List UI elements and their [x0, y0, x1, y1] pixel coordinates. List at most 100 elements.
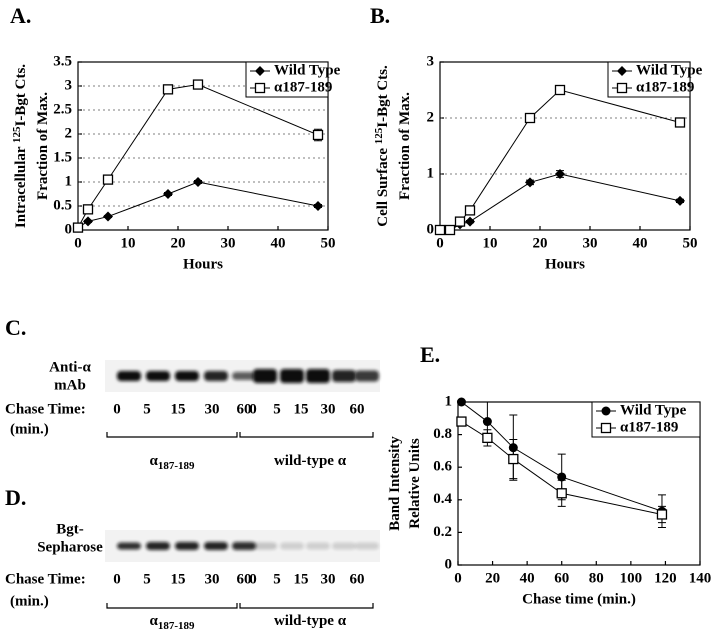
marker: [482, 417, 492, 427]
y-axis-label-part: Intracellular: [13, 143, 29, 228]
legend-marker: [616, 82, 628, 94]
gel-band: [306, 542, 330, 550]
gel-band: [146, 371, 170, 381]
legend-marker: [617, 66, 627, 76]
marker: [508, 453, 519, 465]
y-tick-label: 3.5: [53, 53, 72, 69]
x-tick-label: 0: [436, 235, 444, 251]
group-label-part: wild-type α: [274, 613, 347, 629]
y-tick-label: 0: [65, 221, 73, 237]
y-axis-label-part: I-Bgt Cts.: [375, 65, 391, 128]
x-tick-label: 10: [483, 235, 498, 251]
lane-label: 30: [205, 401, 220, 417]
marker: [434, 224, 446, 236]
y-axis-label-part: Cell Surface: [375, 144, 391, 226]
marker: [102, 174, 114, 185]
gel-band: [232, 542, 256, 550]
chase-label: (min.): [10, 421, 49, 437]
plot-frame: [439, 61, 691, 231]
legend-label: Wild Type: [274, 62, 341, 78]
chase-label: Chase Time:: [5, 571, 86, 587]
lane-label: 30: [205, 571, 220, 587]
x-tick-label: 80: [589, 570, 604, 586]
x-tick-label: 20: [533, 235, 548, 251]
legend-marker: [254, 82, 266, 94]
lane-label: 60: [237, 401, 252, 417]
lane-label: 15: [294, 401, 309, 417]
panel-label: B.: [370, 3, 390, 28]
gel-band: [175, 542, 199, 550]
y-tick-label: 2.5: [53, 101, 72, 117]
x-axis-label: Hours: [183, 256, 223, 272]
legend-label: α187-189: [274, 79, 332, 95]
chase-label: (min.): [10, 593, 49, 609]
legend-label: Wild Type: [620, 402, 687, 418]
panel-label: E.: [420, 342, 440, 367]
probe-label: Bgt-: [56, 521, 84, 537]
marker: [525, 177, 535, 188]
y-tick-label: 2: [65, 125, 73, 141]
gel-band: [117, 371, 141, 381]
lane-label: 15: [171, 571, 186, 587]
marker: [554, 84, 566, 96]
marker: [674, 117, 686, 128]
marker: [103, 211, 113, 222]
y-tick-label: 1: [445, 393, 453, 409]
lane-label: 5: [143, 571, 151, 587]
x-tick-label: 40: [271, 235, 286, 251]
gel-band: [306, 369, 330, 383]
gel-band: [253, 542, 277, 550]
y-axis-label-part: 125: [373, 127, 385, 144]
marker: [313, 201, 323, 211]
legend-marker: [255, 66, 265, 76]
group-label: wild-type α: [274, 613, 347, 629]
lane-label: 30: [321, 571, 336, 587]
group-label-part: 187-189: [158, 620, 195, 632]
gel-band: [355, 370, 379, 382]
gel-band: [280, 369, 304, 383]
y-tick-label: 0: [427, 221, 435, 237]
marker: [482, 432, 493, 444]
x-tick-label: 100: [620, 570, 643, 586]
gel-band: [253, 369, 277, 383]
y-axis-label-part: Fraction of Max.: [35, 92, 51, 200]
y-tick-label: 1.5: [53, 149, 72, 165]
x-tick-label: 20: [171, 235, 186, 251]
x-tick-label: 60: [554, 570, 569, 586]
y-tick-label: 1: [65, 173, 73, 189]
legend-marker: [600, 422, 612, 434]
probe-label: Sepharose: [37, 539, 103, 555]
gel-band: [280, 542, 304, 550]
legend-label: α187-189: [636, 79, 694, 95]
chase-label: Chase Time:: [5, 401, 86, 417]
gel-band: [332, 370, 356, 382]
marker: [192, 79, 204, 90]
marker: [464, 205, 476, 216]
panel-label: C.: [5, 315, 26, 340]
legend-label: Wild Type: [636, 62, 703, 78]
y-axis-label: Relative Units: [407, 438, 423, 529]
y-axis-label: Fraction of Max.: [35, 92, 51, 200]
probe-label: mAb: [54, 377, 86, 393]
lane-label: 5: [273, 571, 281, 587]
lane-label: 0: [113, 401, 121, 417]
group-label-part: 187-189: [158, 460, 195, 472]
series-line: [77, 181, 319, 229]
marker: [312, 129, 324, 141]
group-label: α187-189: [149, 453, 195, 471]
legend-marker: [601, 406, 611, 416]
x-tick-label: 10: [121, 235, 136, 251]
y-tick-label: 0.2: [433, 524, 452, 540]
marker: [556, 488, 567, 499]
group-bracket: [106, 603, 374, 609]
x-tick-label: 140: [689, 570, 712, 586]
y-axis-label: Cell Surface 125I-Bgt Cts.: [373, 65, 391, 227]
group-bracket: [106, 432, 374, 438]
x-tick-label: 40: [633, 235, 648, 251]
marker: [72, 222, 84, 233]
gel-band: [175, 371, 199, 381]
lane-label: 0: [249, 401, 257, 417]
y-tick-label: 3: [65, 77, 73, 93]
legend-label: α187-189: [620, 419, 678, 435]
lane-label: 15: [294, 571, 309, 587]
